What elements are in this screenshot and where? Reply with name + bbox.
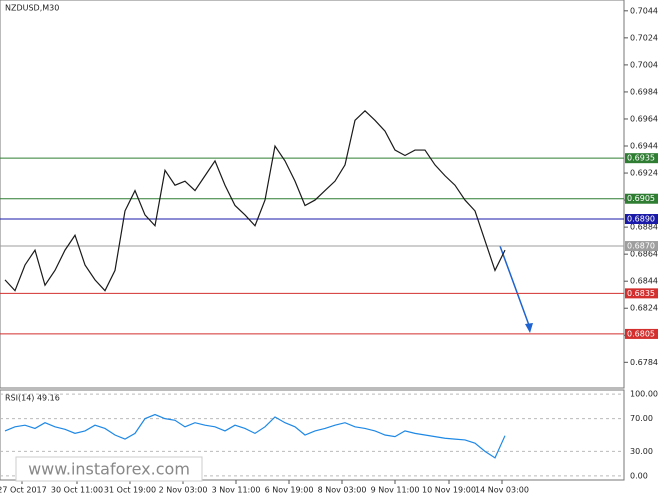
y-tick-label: 0.6844 [630,277,658,286]
x-tick-label: 14 Nov 03:00 [475,486,529,495]
price-line [4,110,506,292]
level-box [625,288,658,299]
level-box [625,153,658,164]
rsi-tick-label: 100.00 [630,390,658,399]
rsi-tick-label: 30.00 [630,447,653,456]
y-tick-label: 0.6864 [630,250,658,259]
forecast-arrow [499,245,531,329]
level-box [625,214,658,225]
rsi-tick-label: 0.00 [630,471,648,480]
rsi-line [4,413,506,459]
level-label: 0.6890 [627,215,655,224]
y-tick-label: 0.6944 [630,142,658,151]
watermark-box [15,456,203,482]
arrow-head [525,323,533,333]
level-label: 0.6835 [627,289,655,298]
x-tick-label: 27 Oct 2017 [0,486,47,495]
y-tick-label: 0.6924 [630,169,658,178]
level-label: 0.6805 [627,329,655,338]
rsi-tick-label: 70.00 [630,414,653,423]
y-tick-label: 0.6964 [630,114,658,123]
rsi-title: RSI(14) 49.16 [5,394,60,403]
x-tick-label: 31 Oct 19:00 [104,486,156,495]
level-label: 0.6870 [627,242,655,251]
x-tick-label: 2 Nov 03:00 [159,486,208,495]
y-tick-label: 0.7004 [630,60,658,69]
level-label: 0.6905 [627,194,655,203]
level-box [625,193,658,204]
y-tick-label: 0.6824 [630,304,658,313]
y-tick-label: 0.7044 [630,6,658,15]
x-tick-label: 6 Nov 19:00 [265,486,314,495]
x-tick-label: 3 Nov 11:00 [212,486,261,495]
x-tick-label: 9 Nov 11:00 [371,486,420,495]
x-tick-label: 8 Nov 03:00 [318,486,367,495]
y-tick-label: 0.7024 [630,33,658,42]
level-box [625,241,658,252]
y-tick-label: 0.6884 [630,223,658,232]
x-tick-label: 10 Nov 19:00 [422,486,476,495]
x-tick-label: 30 Oct 11:00 [51,486,103,495]
level-label: 0.6935 [627,154,655,163]
y-tick-label: 0.6984 [630,87,658,96]
price-panel [0,0,625,389]
watermark: www.instaforex.com [28,460,190,479]
y-tick-label: 0.6784 [630,358,658,367]
chart-title: NZDUSD,M30 [5,4,59,13]
level-box [625,328,658,339]
